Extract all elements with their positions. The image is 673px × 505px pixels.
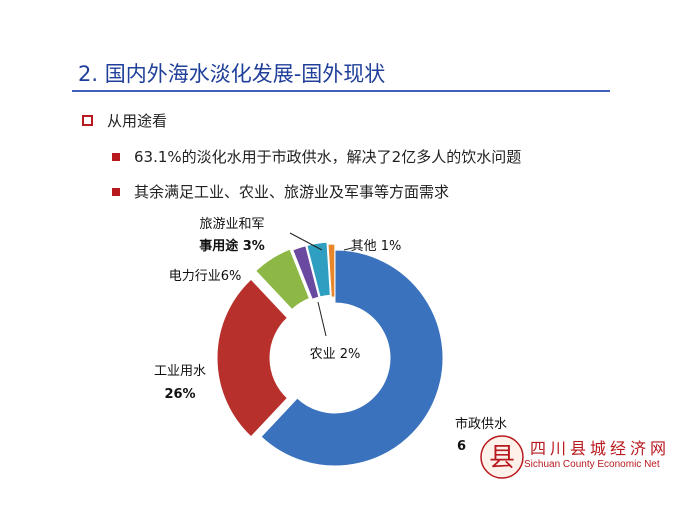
county-seal-icon: 县 — [480, 435, 524, 479]
bullet-main: 从用途看 — [82, 110, 167, 131]
filled-square-bullet-icon — [112, 152, 120, 161]
logo-chinese-text: 四川县城经济网 — [530, 439, 671, 458]
slice-label: 农业 2% — [310, 347, 361, 362]
svg-text:县: 县 — [489, 443, 515, 473]
bullet-sub-text: 63.1%的淡化水用于市政供水，解决了2亿多人的饮水问题 — [134, 148, 522, 166]
leader-line — [289, 232, 323, 251]
filled-square-bullet-icon — [112, 187, 120, 196]
leader-line — [317, 301, 327, 337]
slice-value-label: 6 — [457, 439, 466, 454]
site-logo: 县 四川县城经济网 Sichuan County Economic Net — [478, 433, 668, 483]
slice-value-label: 26% — [164, 387, 195, 402]
donut-slice — [327, 243, 336, 298]
title-underline — [72, 90, 610, 92]
donut-slice — [306, 241, 331, 298]
slice-label: 旅游业和军 — [199, 217, 264, 232]
bullet-sub-2: 其余满足工业、农业、旅游业及军事等方面需求 — [112, 181, 449, 202]
leader-line — [343, 247, 353, 251]
slice-label: 电力行业6% — [169, 269, 242, 284]
slide-title: 2. 国内外海水淡化发展-国外现状 — [78, 62, 386, 86]
bullet-sub-text: 其余满足工业、农业、旅游业及军事等方面需求 — [134, 183, 450, 201]
donut-slice — [260, 249, 444, 467]
donut-slice — [292, 245, 320, 300]
donut-slice — [255, 248, 311, 311]
logo-english-text: Sichuan County Economic Net — [524, 459, 660, 470]
slice-label: 市政供水 — [455, 416, 507, 432]
bullet-sub-1: 63.1%的淡化水用于市政供水，解决了2亿多人的饮水问题 — [112, 146, 521, 167]
slice-label: 工业用水 — [154, 364, 206, 379]
hollow-square-bullet-icon — [82, 115, 93, 126]
slice-label: 其他 1% — [351, 239, 402, 254]
bullet-main-text: 从用途看 — [107, 112, 168, 130]
donut-slice — [216, 278, 289, 438]
slice-value-label: 事用途 3% — [199, 238, 265, 254]
